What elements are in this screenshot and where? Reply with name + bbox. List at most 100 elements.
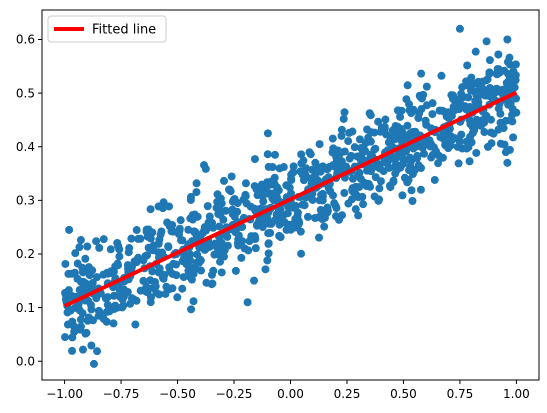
data-point	[365, 109, 374, 118]
x-tick-label: −1.00	[46, 387, 83, 401]
x-tick-label: 1.00	[503, 387, 530, 401]
data-point	[132, 226, 141, 235]
y-tick-label: 0.2	[16, 247, 35, 261]
data-point	[480, 128, 489, 137]
data-point	[162, 282, 171, 291]
data-point	[506, 116, 515, 125]
data-point	[401, 131, 410, 140]
data-point	[454, 159, 463, 168]
data-point	[173, 293, 182, 302]
data-point	[402, 147, 411, 156]
data-point	[500, 140, 509, 149]
data-point	[190, 228, 199, 237]
data-point	[88, 266, 97, 275]
data-point	[215, 222, 224, 231]
data-point	[320, 222, 329, 231]
data-point	[472, 148, 481, 157]
data-point	[510, 83, 519, 92]
data-point	[250, 204, 259, 213]
data-point	[200, 226, 209, 235]
data-point	[427, 153, 436, 162]
y-tick-label: 0.0	[16, 354, 35, 368]
data-point	[81, 284, 90, 293]
data-point	[313, 168, 322, 177]
data-point	[127, 234, 136, 243]
data-point	[344, 137, 353, 146]
data-point	[405, 155, 414, 164]
data-point	[165, 202, 174, 211]
data-point	[118, 295, 127, 304]
data-point	[464, 143, 473, 152]
data-point	[328, 134, 337, 143]
data-point	[350, 143, 359, 152]
data-point	[345, 128, 354, 137]
data-point	[503, 158, 512, 167]
data-point	[93, 347, 102, 356]
data-point	[155, 290, 164, 299]
data-point	[146, 276, 155, 285]
data-point	[259, 197, 268, 206]
data-point	[337, 131, 346, 140]
data-point	[416, 93, 425, 102]
data-point	[193, 212, 202, 221]
data-point	[331, 212, 340, 221]
data-point	[494, 86, 503, 95]
data-point	[340, 108, 349, 117]
data-point	[68, 333, 77, 342]
data-point	[313, 175, 322, 184]
data-point	[269, 189, 278, 198]
data-point	[428, 110, 437, 119]
data-point	[463, 61, 472, 70]
data-point	[366, 137, 375, 146]
data-point	[471, 47, 480, 56]
data-point	[359, 200, 368, 209]
data-point	[472, 115, 481, 124]
data-point	[438, 106, 447, 115]
data-point	[394, 150, 403, 159]
data-point	[81, 254, 90, 263]
data-point	[496, 118, 505, 127]
data-point	[87, 341, 96, 350]
legend-box	[47, 15, 167, 43]
data-point	[403, 121, 412, 130]
data-point	[297, 150, 306, 159]
legend: Fitted line	[47, 15, 167, 43]
y-axis: 0.0 0.1 0.2 0.3 0.4 0.5 0.6	[16, 33, 42, 368]
data-point	[403, 81, 412, 90]
data-point	[178, 284, 187, 293]
data-point	[416, 185, 425, 194]
data-point	[65, 225, 74, 234]
data-point	[371, 173, 380, 182]
data-point	[244, 246, 253, 255]
data-point	[351, 205, 360, 214]
data-point	[465, 157, 474, 166]
data-point	[315, 140, 324, 149]
data-point	[261, 265, 270, 274]
data-point	[95, 243, 104, 252]
data-point	[473, 79, 482, 88]
data-point	[131, 320, 140, 329]
data-point	[386, 183, 395, 192]
data-point	[402, 95, 411, 104]
data-point	[230, 194, 239, 203]
data-point	[496, 109, 505, 118]
data-point	[453, 142, 462, 151]
data-point	[75, 306, 84, 315]
data-point	[284, 202, 293, 211]
data-point	[109, 267, 118, 276]
data-point	[469, 124, 478, 133]
data-point	[358, 192, 367, 201]
data-point	[317, 190, 326, 199]
data-point	[376, 127, 385, 136]
data-point	[155, 264, 164, 273]
data-point	[76, 236, 85, 245]
data-point	[279, 163, 288, 172]
fitted-line-layer	[63, 90, 518, 308]
data-point	[216, 210, 225, 219]
data-point	[61, 288, 70, 297]
data-point	[282, 225, 291, 234]
data-point	[489, 129, 498, 138]
data-point	[164, 243, 173, 252]
data-point	[448, 135, 457, 144]
